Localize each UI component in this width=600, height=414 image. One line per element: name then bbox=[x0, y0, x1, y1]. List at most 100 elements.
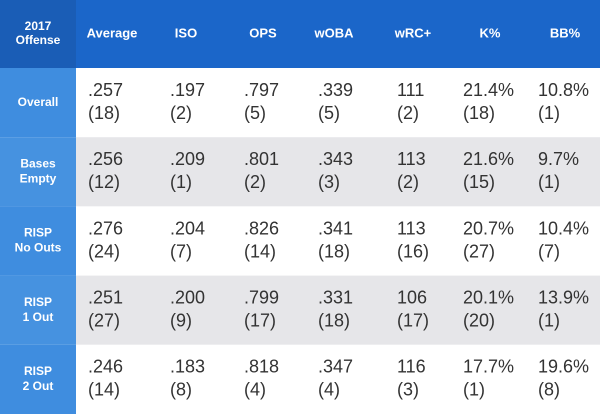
cell-value: .251 bbox=[88, 287, 123, 307]
cell-rank: (1) bbox=[538, 172, 560, 192]
row-label: Bases bbox=[20, 156, 56, 170]
cell-rank: (18) bbox=[318, 241, 350, 261]
cell-value: 113 bbox=[397, 218, 426, 238]
cell-value: 116 bbox=[397, 357, 426, 377]
cell-value: 21.6% bbox=[463, 149, 514, 169]
cell-value: .257 bbox=[88, 80, 123, 100]
cell-value: 20.1% bbox=[463, 287, 514, 307]
cell-rank: (18) bbox=[463, 103, 495, 123]
cell-rank: (1) bbox=[463, 380, 485, 400]
cell-value: .797 bbox=[244, 80, 279, 100]
cell-rank: (2) bbox=[397, 172, 419, 192]
cell-rank: (5) bbox=[318, 103, 340, 123]
cell-rank: (5) bbox=[244, 103, 266, 123]
row-background bbox=[76, 137, 600, 207]
column-header: Average bbox=[87, 25, 138, 40]
row-label: Empty bbox=[20, 171, 57, 185]
row-background bbox=[76, 206, 600, 276]
cell-rank: (1) bbox=[170, 172, 192, 192]
cell-rank: (2) bbox=[170, 103, 192, 123]
cell-rank: (2) bbox=[244, 172, 266, 192]
row-label: 2 Out bbox=[23, 379, 54, 393]
row-label: Overall bbox=[18, 95, 59, 109]
cell-rank: (4) bbox=[318, 380, 340, 400]
cell-value: 113 bbox=[397, 149, 426, 169]
cell-rank: (20) bbox=[463, 310, 495, 330]
cell-value: 13.9% bbox=[538, 287, 589, 307]
cell-value: .209 bbox=[170, 149, 205, 169]
cell-value: .347 bbox=[318, 357, 353, 377]
cell-rank: (9) bbox=[170, 310, 192, 330]
cell-value: .246 bbox=[88, 357, 123, 377]
cell-rank: (7) bbox=[170, 241, 192, 261]
column-header: wOBA bbox=[314, 25, 355, 40]
row-label-background bbox=[0, 68, 76, 138]
cell-rank: (18) bbox=[318, 310, 350, 330]
cell-rank: (7) bbox=[538, 241, 560, 261]
column-header: ISO bbox=[175, 25, 197, 40]
row-label-background bbox=[0, 206, 76, 276]
row-label-background bbox=[0, 137, 76, 207]
cell-value: 111 bbox=[397, 80, 424, 100]
cell-rank: (8) bbox=[170, 380, 192, 400]
cell-rank: (27) bbox=[88, 310, 120, 330]
header-background bbox=[0, 0, 600, 68]
row-background bbox=[76, 68, 600, 138]
cell-rank: (17) bbox=[397, 310, 429, 330]
cell-rank: (17) bbox=[244, 310, 276, 330]
cell-rank: (8) bbox=[538, 380, 560, 400]
column-header: wRC+ bbox=[394, 25, 432, 40]
cell-value: 10.4% bbox=[538, 218, 589, 238]
cell-value: 106 bbox=[397, 287, 427, 307]
cell-value: 10.8% bbox=[538, 80, 589, 100]
row-background bbox=[76, 344, 600, 414]
cell-rank: (1) bbox=[538, 310, 560, 330]
cell-rank: (14) bbox=[244, 241, 276, 261]
row-label-background bbox=[0, 344, 76, 414]
column-header: OPS bbox=[249, 25, 277, 40]
corner-background bbox=[0, 0, 76, 68]
cell-rank: (15) bbox=[463, 172, 495, 192]
cell-value: .204 bbox=[170, 218, 205, 238]
column-header: K% bbox=[480, 25, 501, 40]
column-header: BB% bbox=[550, 25, 581, 40]
cell-rank: (2) bbox=[397, 103, 419, 123]
cell-value: .256 bbox=[88, 149, 123, 169]
cell-value: .339 bbox=[318, 80, 353, 100]
cell-rank: (24) bbox=[88, 241, 120, 261]
cell-rank: (27) bbox=[463, 241, 495, 261]
cell-value: .200 bbox=[170, 287, 205, 307]
cell-value: .183 bbox=[170, 357, 205, 377]
cell-rank: (12) bbox=[88, 172, 120, 192]
cell-value: 21.4% bbox=[463, 80, 514, 100]
cell-rank: (1) bbox=[538, 103, 560, 123]
cell-value: .341 bbox=[318, 218, 353, 238]
cell-value: 9.7% bbox=[538, 149, 579, 169]
row-label: RISP bbox=[24, 295, 52, 309]
cell-value: .331 bbox=[318, 287, 353, 307]
cell-value: .343 bbox=[318, 149, 353, 169]
row-label-background bbox=[0, 275, 76, 345]
cell-value: .197 bbox=[170, 80, 205, 100]
corner-label: 2017 bbox=[25, 19, 52, 33]
corner-label: Offense bbox=[16, 33, 61, 47]
cell-rank: (3) bbox=[318, 172, 340, 192]
cell-value: .801 bbox=[244, 149, 279, 169]
cell-value: 20.7% bbox=[463, 218, 514, 238]
row-label: RISP bbox=[24, 226, 52, 240]
cell-value: 19.6% bbox=[538, 357, 589, 377]
cell-value: .799 bbox=[244, 287, 279, 307]
row-label: 1 Out bbox=[23, 310, 54, 324]
row-background bbox=[76, 275, 600, 345]
cell-value: .818 bbox=[244, 357, 279, 377]
cell-rank: (16) bbox=[397, 241, 429, 261]
cell-value: .826 bbox=[244, 218, 279, 238]
cell-rank: (4) bbox=[244, 380, 266, 400]
row-label: RISP bbox=[24, 364, 52, 378]
cell-rank: (14) bbox=[88, 380, 120, 400]
cell-value: 17.7% bbox=[463, 357, 514, 377]
row-label: No Outs bbox=[15, 241, 62, 255]
cell-value: .276 bbox=[88, 218, 123, 238]
cell-rank: (3) bbox=[397, 380, 419, 400]
